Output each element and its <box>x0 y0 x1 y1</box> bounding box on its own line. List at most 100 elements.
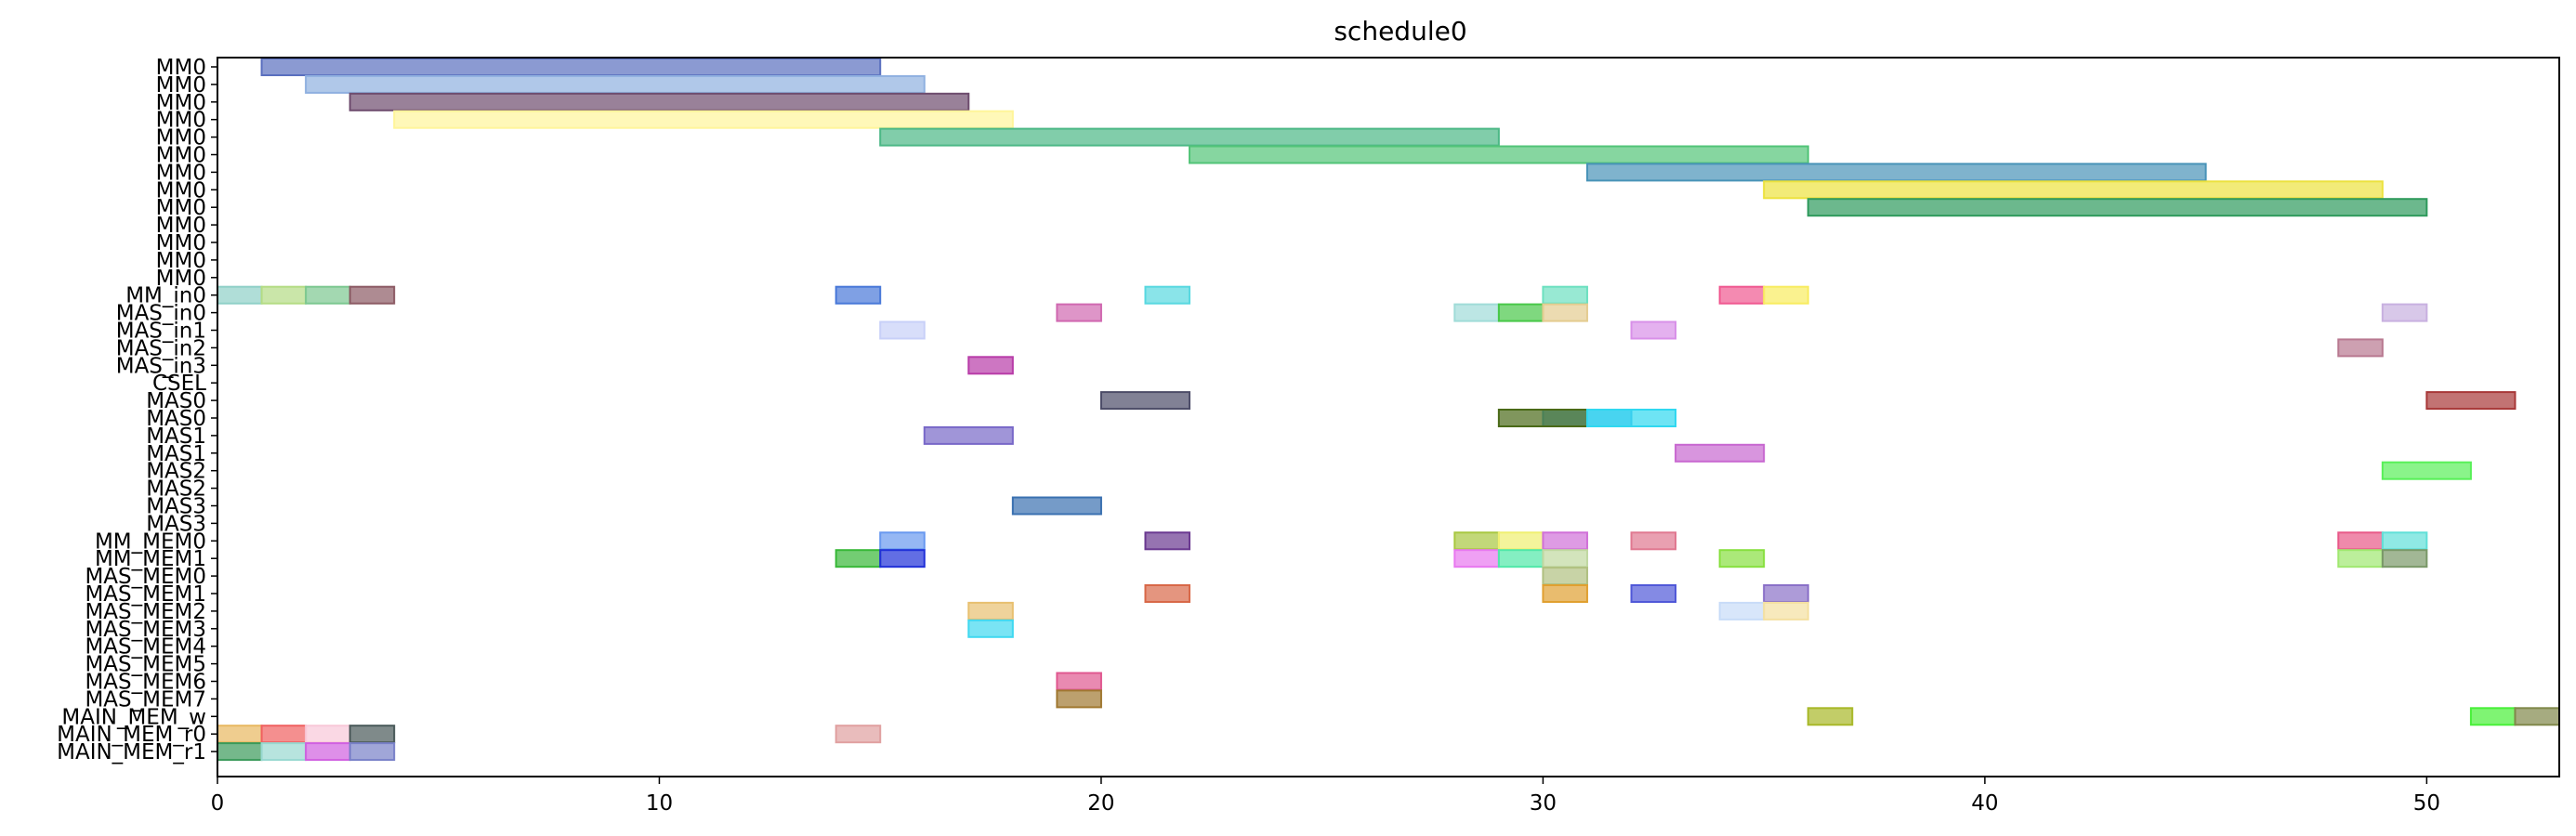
y-tick-label: MM0 <box>156 178 206 202</box>
task-bar <box>260 285 308 305</box>
y-tick-label: MAS3 <box>146 495 206 519</box>
y-tick-label: MM0 <box>156 267 206 291</box>
x-tick-label: 30 <box>1530 791 1557 816</box>
task-bar <box>923 425 1014 445</box>
task-bar <box>1542 584 1588 603</box>
x-tick-label: 50 <box>2413 791 2440 816</box>
task-bar <box>1056 303 1102 322</box>
task-bar <box>1497 549 1544 568</box>
task-bar <box>393 110 1014 129</box>
task-bar <box>348 285 396 305</box>
task-bar <box>835 725 882 744</box>
task-bar <box>2381 531 2428 551</box>
task-bar <box>2381 303 2428 322</box>
y-tick-label: MAS_in1 <box>116 320 206 344</box>
y-tick-label: MM0 <box>156 231 206 255</box>
task-bar <box>1011 496 1102 516</box>
task-bar <box>1542 285 1588 305</box>
y-tick-label: MM0 <box>156 109 206 133</box>
y-tick-labels: MM0MM0MM0MM0MM0MM0MM0MM0MM0MM0MM0MM0MM0M… <box>57 56 217 764</box>
task-bar <box>879 531 926 551</box>
y-tick-label: MAIN_MEM_r1 <box>57 740 206 764</box>
y-tick-label: MAS_in2 <box>116 336 206 360</box>
task-bar <box>1542 567 1588 586</box>
task-bar <box>1189 145 1809 164</box>
task-bar <box>1718 601 1766 620</box>
task-bar <box>1630 584 1677 603</box>
task-bar <box>217 725 263 744</box>
task-bar <box>879 127 1500 147</box>
task-bar <box>1763 601 1809 620</box>
task-bar <box>1542 549 1588 568</box>
task-bar <box>1497 531 1544 551</box>
y-tick-label: CSEL <box>152 372 206 396</box>
task-bar <box>967 619 1014 638</box>
task-bar <box>1718 549 1766 568</box>
task-bar <box>348 742 396 762</box>
x-tick-label: 20 <box>1087 791 1114 816</box>
task-bar <box>1144 531 1191 551</box>
task-bar <box>835 549 882 568</box>
task-bar <box>1807 198 2428 217</box>
task-bar <box>305 285 351 305</box>
task-bar <box>1763 584 1809 603</box>
task-bar <box>348 92 970 111</box>
plot-frame <box>217 57 2560 777</box>
task-bar <box>2469 707 2517 726</box>
y-tick-label: MM0 <box>156 91 206 115</box>
task-bar <box>1763 285 1809 305</box>
y-tick-label: MAS_MEM6 <box>85 671 206 695</box>
y-tick-label: MM0 <box>156 126 206 150</box>
task-bar <box>835 285 882 305</box>
y-tick-label: MM0 <box>156 249 206 273</box>
y-tick-label: MM_MEM1 <box>95 547 206 571</box>
y-tick-label: MM0 <box>156 144 206 168</box>
x-tick-label: 10 <box>646 791 673 816</box>
y-tick-label: MAIN_MEM_r0 <box>57 723 206 747</box>
y-tick-label: MAS0 <box>146 389 206 413</box>
y-tick-label: MAS_MEM4 <box>85 635 206 660</box>
task-bar <box>1144 584 1191 603</box>
y-tick-label: MAS3 <box>146 512 206 536</box>
task-bar <box>1630 531 1677 551</box>
task-bar <box>260 58 882 76</box>
y-tick-label: MAS_in3 <box>116 354 206 378</box>
task-bar <box>1542 303 1588 322</box>
task-bar <box>1675 443 1766 463</box>
task-bar <box>217 285 263 305</box>
task-bar <box>1807 707 1854 726</box>
y-tick-label: MAS_MEM3 <box>85 618 206 642</box>
task-bar <box>1144 285 1191 305</box>
y-tick-label: MAS2 <box>146 460 206 484</box>
y-tick-label: MAS1 <box>146 442 206 466</box>
task-bar <box>2337 549 2384 568</box>
task-bar <box>2381 461 2472 480</box>
y-tick-label: MAS1 <box>146 425 206 449</box>
task-bar <box>967 601 1014 620</box>
y-tick-label: MM0 <box>156 214 206 238</box>
task-bar <box>260 742 308 762</box>
task-bar <box>1585 409 1677 427</box>
y-tick-label: MM0 <box>156 161 206 185</box>
task-bar <box>2381 549 2428 568</box>
task-bar <box>1453 303 1500 322</box>
x-tick-label: 0 <box>211 791 225 816</box>
task-bar <box>348 725 396 744</box>
y-tick-label: MAS_MEM0 <box>85 565 206 589</box>
task-bar <box>2337 338 2384 358</box>
task-bar <box>1718 285 1766 305</box>
chart-title: schedule0 <box>1334 16 1466 46</box>
y-tick-label: MAS_in0 <box>116 302 206 326</box>
y-tick-label: MAS2 <box>146 477 206 502</box>
task-bar <box>1099 391 1191 411</box>
task-bar <box>2337 531 2384 551</box>
task-bar <box>1497 303 1544 322</box>
task-bar <box>2514 707 2561 726</box>
task-bar <box>879 549 926 568</box>
task-bar <box>1453 549 1500 568</box>
y-tick-label: MAS_MEM2 <box>85 600 206 624</box>
task-bar <box>1585 163 2207 182</box>
y-tick-label: MM_in0 <box>125 284 206 308</box>
task-bar <box>217 742 263 762</box>
